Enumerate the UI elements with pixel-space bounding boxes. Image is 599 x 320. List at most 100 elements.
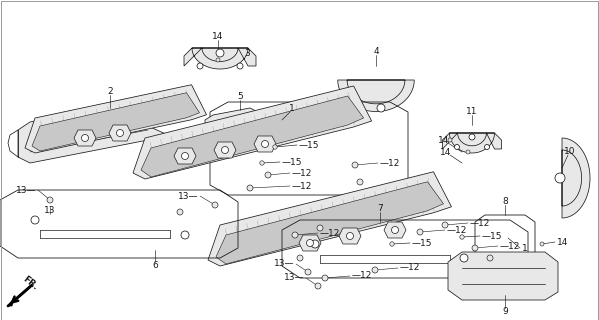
Text: 8: 8 xyxy=(502,196,508,205)
Circle shape xyxy=(352,162,358,168)
Circle shape xyxy=(466,150,470,154)
Text: —12: —12 xyxy=(500,242,521,251)
Text: 14: 14 xyxy=(438,135,450,145)
Circle shape xyxy=(307,239,313,246)
Circle shape xyxy=(181,153,189,159)
Text: 11: 11 xyxy=(466,107,478,116)
Polygon shape xyxy=(208,172,452,266)
Circle shape xyxy=(212,202,218,208)
Text: 13—: 13— xyxy=(16,186,36,195)
Circle shape xyxy=(460,235,464,239)
Circle shape xyxy=(47,197,53,203)
Text: 13—: 13— xyxy=(283,274,304,283)
Text: 5: 5 xyxy=(237,92,243,100)
Text: 1: 1 xyxy=(289,103,295,113)
Circle shape xyxy=(181,231,189,239)
Circle shape xyxy=(472,245,478,251)
Text: —15: —15 xyxy=(412,238,432,247)
Text: 10: 10 xyxy=(564,147,576,156)
Text: —15: —15 xyxy=(482,231,503,241)
Polygon shape xyxy=(18,100,168,163)
Circle shape xyxy=(216,58,220,62)
Circle shape xyxy=(262,140,268,148)
Polygon shape xyxy=(216,182,443,264)
Circle shape xyxy=(81,134,89,141)
Text: 1: 1 xyxy=(522,244,528,252)
Text: —12: —12 xyxy=(400,263,420,273)
Text: —12: —12 xyxy=(470,219,491,228)
Polygon shape xyxy=(339,228,361,244)
Circle shape xyxy=(292,232,298,238)
Circle shape xyxy=(469,134,475,140)
Polygon shape xyxy=(184,48,256,69)
Circle shape xyxy=(346,233,353,239)
Circle shape xyxy=(377,104,385,112)
Polygon shape xyxy=(174,148,196,164)
Circle shape xyxy=(442,222,448,228)
Polygon shape xyxy=(254,136,276,152)
Text: 14: 14 xyxy=(440,148,452,156)
Circle shape xyxy=(357,179,363,185)
Circle shape xyxy=(247,185,253,191)
Polygon shape xyxy=(32,93,199,151)
Polygon shape xyxy=(8,298,14,306)
Circle shape xyxy=(265,172,271,178)
Circle shape xyxy=(305,269,311,275)
Circle shape xyxy=(487,255,493,261)
Text: —12: —12 xyxy=(352,271,373,281)
Circle shape xyxy=(555,173,565,183)
Text: 3: 3 xyxy=(244,49,250,58)
Circle shape xyxy=(485,145,489,149)
Circle shape xyxy=(116,130,123,137)
Circle shape xyxy=(311,240,319,248)
Text: —12: —12 xyxy=(380,158,400,167)
Text: 13—: 13— xyxy=(274,260,294,268)
Circle shape xyxy=(315,283,321,289)
Circle shape xyxy=(237,63,243,69)
Circle shape xyxy=(540,242,544,246)
Circle shape xyxy=(448,138,452,142)
Text: 9: 9 xyxy=(502,308,508,316)
Polygon shape xyxy=(109,125,131,141)
Circle shape xyxy=(197,63,203,69)
Text: 14: 14 xyxy=(212,31,223,41)
Circle shape xyxy=(455,145,459,149)
Text: —12: —12 xyxy=(320,228,340,237)
Circle shape xyxy=(260,161,264,165)
Circle shape xyxy=(390,242,394,246)
Circle shape xyxy=(216,49,224,57)
Circle shape xyxy=(417,229,423,235)
Polygon shape xyxy=(338,80,415,111)
Text: —15: —15 xyxy=(299,140,319,149)
Text: —12: —12 xyxy=(292,181,312,190)
Text: 13: 13 xyxy=(44,205,56,214)
Text: 2: 2 xyxy=(107,86,113,95)
Polygon shape xyxy=(141,96,364,177)
Polygon shape xyxy=(133,86,371,179)
Circle shape xyxy=(177,209,183,215)
Polygon shape xyxy=(74,130,96,146)
Text: —12: —12 xyxy=(447,226,467,235)
Text: FR.: FR. xyxy=(21,274,40,292)
Circle shape xyxy=(297,255,303,261)
Polygon shape xyxy=(25,85,207,153)
Circle shape xyxy=(392,227,398,234)
Circle shape xyxy=(273,145,277,149)
Text: 4: 4 xyxy=(373,46,379,55)
Circle shape xyxy=(222,147,228,154)
Circle shape xyxy=(31,216,39,224)
Text: 7: 7 xyxy=(377,204,383,212)
Circle shape xyxy=(372,267,378,273)
Polygon shape xyxy=(214,142,236,158)
Text: —12: —12 xyxy=(292,169,312,178)
Circle shape xyxy=(460,254,468,262)
Polygon shape xyxy=(443,133,501,153)
Polygon shape xyxy=(299,235,321,251)
Text: 13—: 13— xyxy=(177,191,198,201)
Polygon shape xyxy=(205,108,258,134)
Polygon shape xyxy=(448,252,558,300)
Text: —15: —15 xyxy=(282,157,302,166)
Polygon shape xyxy=(562,138,590,218)
Circle shape xyxy=(322,275,328,281)
Text: 14: 14 xyxy=(557,237,568,246)
